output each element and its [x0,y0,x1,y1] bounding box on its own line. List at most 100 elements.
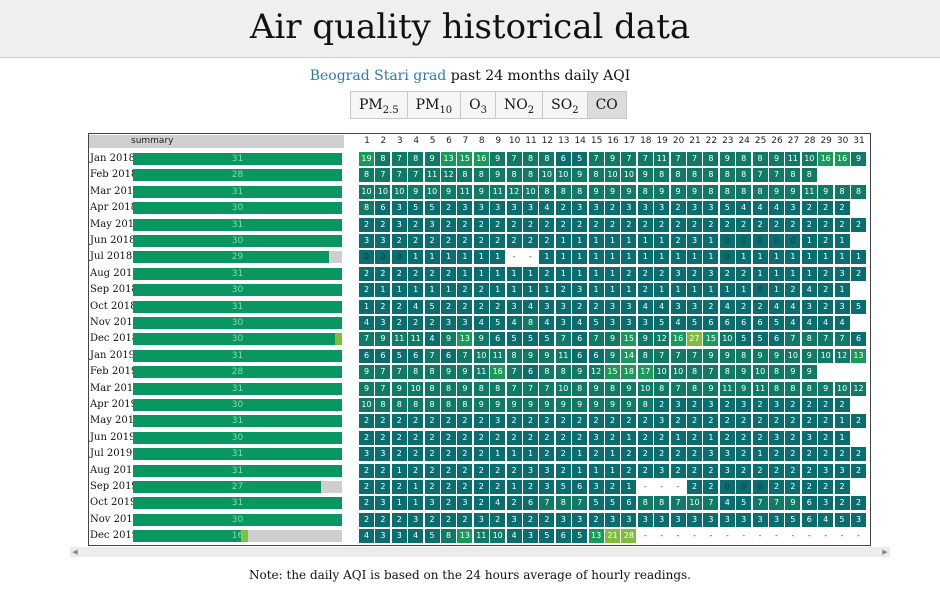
aqi-cell[interactable]: 2 [605,217,620,232]
aqi-cell[interactable]: 3 [572,201,588,216]
aqi-cell[interactable]: 8 [801,381,817,396]
aqi-cell[interactable]: - [791,531,795,541]
aqi-cell[interactable]: 2 [555,447,571,462]
aqi-cell[interactable]: 6 [719,316,735,330]
aqi-cell[interactable]: 4 [719,299,735,314]
aqi-cell[interactable]: 2 [441,266,456,281]
aqi-cell[interactable]: 9 [785,496,801,511]
aqi-cell[interactable]: 2 [769,463,784,478]
aqi-cell[interactable]: 3 [703,447,719,462]
aqi-cell[interactable]: 5 [572,152,588,166]
aqi-cell[interactable]: 2 [588,299,604,314]
aqi-cell[interactable]: 1 [588,266,604,281]
aqi-cell[interactable]: 3 [555,299,571,314]
aqi-cell[interactable]: 2 [572,299,588,314]
aqi-cell[interactable]: - [725,531,729,541]
aqi-cell[interactable]: 1 [785,266,801,281]
aqi-cell[interactable]: 2 [391,299,407,314]
aqi-cell[interactable]: 2 [588,512,604,527]
aqi-cell[interactable]: 2 [654,266,670,281]
aqi-cell[interactable]: 2 [359,480,374,494]
aqi-cell[interactable]: 2 [441,430,456,445]
aqi-cell[interactable]: 0 [719,234,735,248]
aqi-cell[interactable]: 6 [801,512,817,527]
aqi-cell[interactable]: 3 [523,529,538,544]
aqi-cell[interactable]: 2 [752,217,768,232]
aqi-cell[interactable]: 2 [588,414,604,429]
aqi-cell[interactable]: 8 [752,184,768,199]
aqi-cell[interactable]: 8 [441,398,456,412]
aqi-cell[interactable]: 1 [736,283,752,298]
aqi-cell[interactable]: 2 [752,463,768,478]
aqi-cell[interactable]: 1 [654,250,670,265]
aqi-cell[interactable]: 9 [572,168,588,183]
aqi-cell[interactable]: 2 [473,496,489,511]
aqi-cell[interactable]: 3 [391,217,407,232]
aqi-cell[interactable]: 2 [785,463,801,478]
aqi-cell[interactable]: 9 [457,381,473,396]
aqi-cell[interactable]: 9 [719,152,735,166]
aqi-cell[interactable]: 7 [539,496,555,511]
aqi-cell[interactable]: 3 [506,201,522,216]
aqi-cell[interactable]: 2 [457,234,473,248]
aqi-cell[interactable]: 2 [605,480,620,494]
aqi-cell[interactable]: 7 [670,496,686,511]
aqi-cell[interactable]: 9 [621,184,637,199]
aqi-cell[interactable]: 9 [621,381,637,396]
aqi-cell[interactable]: 2 [457,463,473,478]
aqi-cell[interactable]: 2 [424,430,440,445]
aqi-cell[interactable]: 10 [752,365,768,380]
aqi-cell[interactable]: 3 [719,463,735,478]
aqi-cell[interactable]: - [807,531,811,541]
aqi-cell[interactable]: 2 [621,266,637,281]
aqi-cell[interactable]: 9 [736,365,752,380]
aqi-cell[interactable]: 7 [391,152,407,166]
aqi-cell[interactable]: 7 [424,348,440,363]
aqi-cell[interactable]: 9 [769,152,784,166]
aqi-cell[interactable]: 2 [424,512,440,527]
aqi-cell[interactable]: 9 [457,365,473,380]
aqi-cell[interactable]: 6 [769,332,784,347]
aqi-cell[interactable]: 1 [801,250,817,265]
aqi-cell[interactable]: 9 [605,348,620,363]
aqi-cell[interactable]: 10 [523,184,538,199]
aqi-cell[interactable]: 3 [670,398,686,412]
aqi-cell[interactable]: 10 [539,168,555,183]
aqi-cell[interactable]: 12 [834,348,850,363]
aqi-cell[interactable]: 1 [457,266,473,281]
aqi-cell[interactable]: 10 [670,365,686,380]
aqi-cell[interactable]: 9 [539,348,555,363]
aqi-cell[interactable]: 3 [375,447,391,462]
aqi-cell[interactable]: 1 [637,234,653,248]
aqi-cell[interactable]: 6 [801,496,817,511]
aqi-cell[interactable]: 9 [818,381,834,396]
aqi-cell[interactable]: 2 [375,217,391,232]
aqi-cell[interactable]: 2 [359,414,374,429]
aqi-cell[interactable]: 1 [621,250,637,265]
aqi-cell[interactable]: 7 [588,152,604,166]
aqi-cell[interactable]: 2 [506,414,522,429]
aqi-cell[interactable]: 1 [588,463,604,478]
aqi-cell[interactable]: 11 [555,348,571,363]
aqi-cell[interactable]: 2 [605,414,620,429]
aqi-cell[interactable]: 5 [785,512,801,527]
aqi-cell[interactable]: 9 [605,184,620,199]
aqi-cell[interactable]: 8 [687,381,702,396]
aqi-cell[interactable]: 4 [424,332,440,347]
aqi-cell[interactable]: 4 [785,299,801,314]
aqi-cell[interactable]: 1 [359,299,374,314]
aqi-cell[interactable]: 5 [687,316,702,330]
aqi-cell[interactable]: 2 [359,496,374,511]
aqi-cell[interactable]: 2 [408,217,424,232]
aqi-cell[interactable]: 2 [769,217,784,232]
aqi-cell[interactable]: 9 [473,332,489,347]
aqi-cell[interactable]: 9 [752,348,768,363]
aqi-cell[interactable]: 2 [818,430,834,445]
aqi-cell[interactable]: 2 [785,480,801,494]
aqi-cell[interactable]: 1 [490,283,506,298]
aqi-cell[interactable]: 3 [457,496,473,511]
aqi-cell[interactable]: 15 [605,365,620,380]
aqi-cell[interactable]: 2 [391,480,407,494]
aqi-cell[interactable]: 10 [408,381,424,396]
aqi-cell[interactable]: 3 [801,299,817,314]
